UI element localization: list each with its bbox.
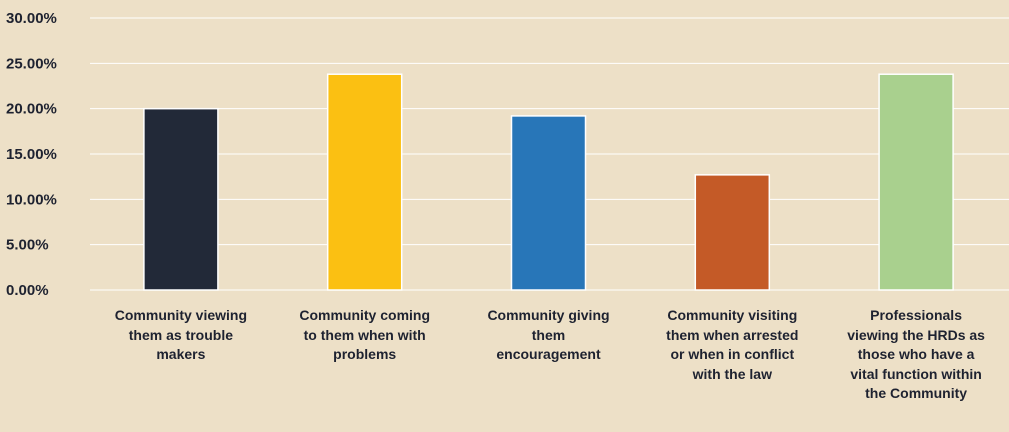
bar [143,107,219,291]
bar [878,73,954,291]
bar [326,73,403,291]
y-tick-label: 10.00% [6,191,57,208]
x-category-label: Community giving them encouragement [487,307,610,362]
y-tick-label: 20.00% [6,101,57,118]
x-category-label: Professionals viewing the HRDs as those … [847,307,985,401]
y-tick-label: 15.00% [6,146,57,163]
y-tick-label: 25.00% [6,55,57,72]
y-tick-label: 0.00% [6,282,49,299]
x-category-label: Community coming to them when with probl… [299,307,431,362]
x-category-label: Community visiting them when arrested or… [666,307,799,382]
bar [510,115,587,291]
x-category-label: Community viewing them as trouble makers [114,307,247,362]
bar [694,174,771,291]
y-tick-label: 30.00% [6,10,57,27]
y-tick-label: 5.00% [6,237,49,254]
